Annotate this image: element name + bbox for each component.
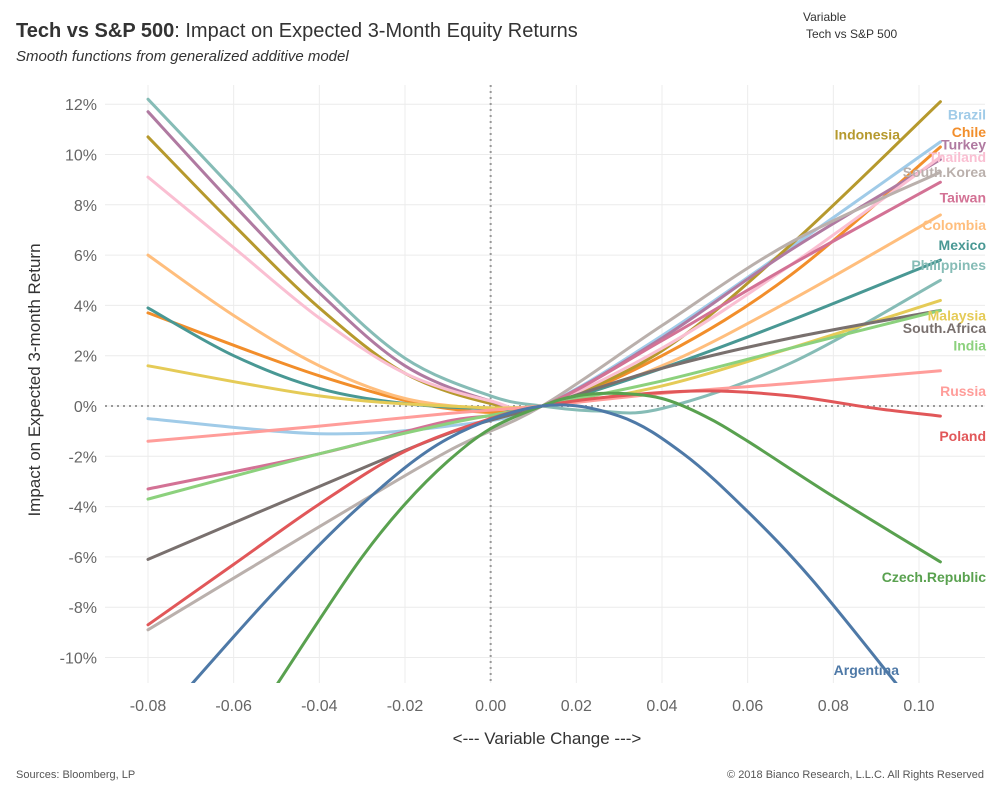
gridlines	[105, 85, 985, 683]
variable-filter-value[interactable]: Tech vs S&P 500	[806, 27, 898, 41]
x-tick-label: -0.08	[130, 698, 167, 715]
series-label-colombia: Colombia	[922, 217, 986, 233]
y-axis-title: Impact on Expected 3-month Return	[25, 243, 44, 516]
series-label-thailand: Thailand	[928, 149, 986, 165]
y-tick-label: -10%	[60, 651, 97, 668]
y-tick-label: -6%	[69, 550, 97, 567]
series-line-argentina[interactable]	[190, 403, 898, 685]
series-label-russia: Russia	[940, 383, 986, 399]
y-tick-label: 4%	[74, 298, 97, 315]
reference-lines	[105, 85, 985, 683]
variable-filter-label: Variable	[803, 10, 847, 24]
x-tick-label: -0.04	[301, 698, 338, 715]
x-tick-label: 0.02	[561, 698, 592, 715]
x-tick-label: -0.02	[387, 698, 424, 715]
x-axis-title: <--- Variable Change --->	[453, 729, 642, 748]
series-labels: BrazilChileIndonesiaTurkeyThailandSouth.…	[834, 106, 987, 678]
variable-filter[interactable]: Variable Tech vs S&P 500	[803, 10, 897, 41]
axis-ticks: 12% 10% 8% 6% 4% 2% 0% -2% -4% -6% -8% -10% -0.08 -0.…	[60, 97, 935, 715]
series-line-philippines[interactable]	[146, 97, 942, 415]
y-tick-label: 6%	[74, 248, 97, 265]
series-label-chile: Chile	[952, 124, 986, 140]
y-tick-label: -2%	[69, 449, 97, 466]
y-tick-label: 12%	[65, 97, 97, 114]
series-line-malaysia[interactable]	[146, 298, 942, 410]
chart-title-rest: : Impact on Expected 3-Month Equity Retu…	[174, 20, 578, 42]
y-tick-label: 0%	[74, 399, 97, 416]
series-line-brazil[interactable]	[146, 140, 942, 436]
x-tick-label: 0.04	[646, 698, 677, 715]
y-tick-label: 10%	[65, 148, 97, 165]
copyright-note: © 2018 Bianco Research, L.L.C. All Right…	[727, 769, 984, 781]
series-line-turkey[interactable]	[146, 110, 942, 413]
series-label-czech-republic: Czech.Republic	[882, 569, 986, 585]
series-line-indonesia[interactable]	[146, 100, 942, 412]
x-tick-label: -0.06	[215, 698, 252, 715]
series-label-south-africa: South.Africa	[903, 320, 986, 336]
series-label-turkey: Turkey	[941, 136, 986, 152]
series-label-india: India	[953, 338, 986, 354]
series-label-poland: Poland	[939, 428, 986, 444]
x-tick-label: 0.10	[903, 698, 934, 715]
y-tick-label: 8%	[74, 198, 97, 215]
source-note: Sources: Bloomberg, LP	[16, 769, 136, 781]
series-line-czech-republic[interactable]	[276, 391, 942, 685]
series-label-indonesia: Indonesia	[835, 126, 901, 142]
chart-title: Tech vs S&P 500: Impact on Expected 3-Mo…	[16, 20, 578, 43]
x-tick-label: 0.00	[475, 698, 506, 715]
series-label-brazil: Brazil	[948, 106, 986, 122]
series-label-malaysia: Malaysia	[928, 307, 987, 323]
chart-subtitle: Smooth functions from generalized additi…	[16, 48, 349, 65]
series-label-south-korea: South.Korea	[903, 164, 986, 180]
y-tick-label: -4%	[69, 500, 97, 517]
y-tick-label: -8%	[69, 600, 97, 617]
series-lines	[146, 97, 942, 685]
series-label-mexico: Mexico	[939, 237, 986, 253]
series-label-philippines: Philippines	[911, 257, 986, 273]
chart-title-bold: Tech vs S&P 500	[16, 20, 175, 42]
y-tick-label: 2%	[74, 349, 97, 366]
series-label-taiwan: Taiwan	[940, 189, 986, 205]
x-tick-label: 0.06	[732, 698, 763, 715]
series-line-chile[interactable]	[146, 145, 942, 414]
series-label-argentina: Argentina	[834, 662, 900, 678]
x-tick-label: 0.08	[818, 698, 849, 715]
